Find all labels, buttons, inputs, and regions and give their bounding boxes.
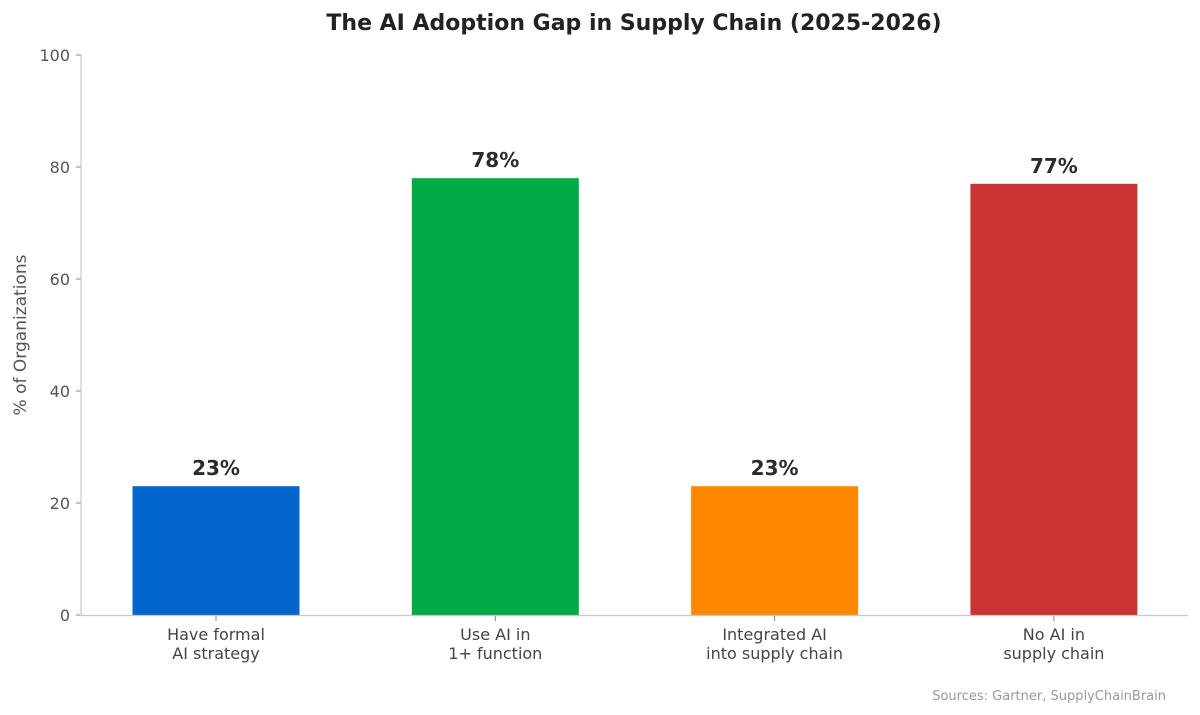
y-tick-label: 40 <box>50 382 70 401</box>
x-tick-label: Integrated AI <box>722 625 827 644</box>
data-label: 78% <box>471 148 519 172</box>
bar <box>691 486 859 615</box>
x-tick-label: into supply chain <box>706 644 843 663</box>
y-tick-label: 0 <box>60 606 70 625</box>
bar <box>132 486 300 615</box>
y-tick-label: 60 <box>50 270 70 289</box>
y-tick-label: 80 <box>50 158 70 177</box>
data-label: 23% <box>751 456 799 480</box>
bars: 23% 78% 23% 77% <box>132 148 1138 616</box>
x-tick-label: AI strategy <box>172 644 259 663</box>
x-tick-label: Have formal <box>167 625 265 644</box>
bar <box>970 183 1138 616</box>
x-tick-label: supply chain <box>1003 644 1104 663</box>
data-label: 23% <box>192 456 240 480</box>
data-label: 77% <box>1030 154 1078 178</box>
y-axis: 0 20 40 60 80 100 <box>39 46 81 625</box>
x-tick-label: 1+ function <box>448 644 542 663</box>
y-tick-label: 100 <box>39 46 70 65</box>
source-note: Sources: Gartner, SupplyChainBrain <box>932 689 1166 704</box>
x-tick-label: Use AI in <box>460 625 530 644</box>
y-axis-label: % of Organizations <box>11 254 31 415</box>
bar <box>411 178 579 615</box>
y-tick-label: 20 <box>50 494 70 513</box>
x-tick-label: No AI in <box>1023 625 1085 644</box>
chart-title: The AI Adoption Gap in Supply Chain (202… <box>326 11 941 36</box>
